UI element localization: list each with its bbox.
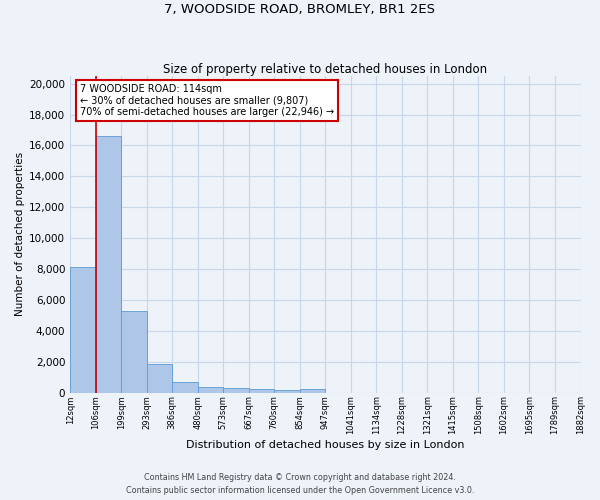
Bar bbox=[249, 390, 274, 392]
Bar bbox=[95, 136, 121, 392]
Bar bbox=[121, 310, 147, 392]
Bar bbox=[274, 390, 300, 392]
X-axis label: Distribution of detached houses by size in London: Distribution of detached houses by size … bbox=[186, 440, 464, 450]
Bar bbox=[70, 268, 95, 392]
Bar bbox=[172, 382, 198, 392]
Text: 7, WOODSIDE ROAD, BROMLEY, BR1 2ES: 7, WOODSIDE ROAD, BROMLEY, BR1 2ES bbox=[164, 2, 436, 16]
Text: Contains HM Land Registry data © Crown copyright and database right 2024.
Contai: Contains HM Land Registry data © Crown c… bbox=[126, 474, 474, 495]
Bar bbox=[147, 364, 172, 392]
Bar bbox=[300, 390, 325, 392]
Bar bbox=[198, 387, 223, 392]
Bar bbox=[223, 388, 249, 392]
Text: 7 WOODSIDE ROAD: 114sqm
← 30% of detached houses are smaller (9,807)
70% of semi: 7 WOODSIDE ROAD: 114sqm ← 30% of detache… bbox=[80, 84, 334, 117]
Title: Size of property relative to detached houses in London: Size of property relative to detached ho… bbox=[163, 63, 487, 76]
Y-axis label: Number of detached properties: Number of detached properties bbox=[15, 152, 25, 316]
